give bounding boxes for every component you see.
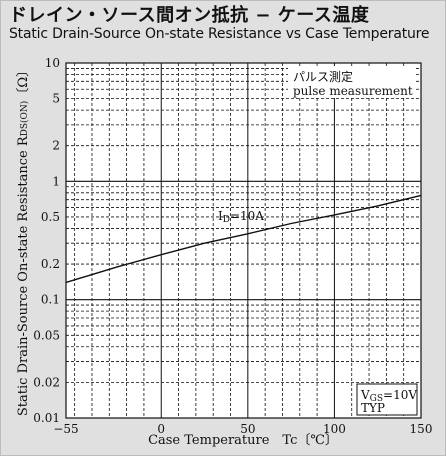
y-tick-label: 10 — [45, 56, 60, 70]
chart-title-jp: ドレイン・ソース間オン抵抗 − ケース温度 — [9, 5, 370, 26]
y-tick-label: 0.01 — [33, 411, 60, 425]
y-axis-title-symbol: R — [16, 135, 31, 146]
chart-title-en: Static Drain-Source On-state Resistance … — [9, 26, 430, 42]
pulse-note: パルス測定 pulse measurement — [288, 66, 414, 98]
plot-area — [66, 63, 421, 418]
x-tick-label: 150 — [410, 422, 433, 436]
pulse-note-jp: パルス測定 — [293, 69, 353, 84]
pulse-note-box — [288, 66, 414, 98]
series-layer — [65, 194, 422, 284]
series-label-rest: =10A — [230, 209, 264, 223]
y-tick-label: 0.1 — [41, 293, 60, 307]
x-tick-label: 100 — [323, 422, 346, 436]
y-axis-title: Static Drain-Source On-state Resistance … — [16, 64, 31, 416]
y-axis-title-sub: DS(ON) — [19, 101, 30, 137]
condition-box-frame — [356, 383, 418, 416]
series-label-sub: D — [223, 215, 230, 225]
vgs-sub: GS — [370, 394, 383, 404]
y-tick-label: 0.05 — [33, 328, 60, 342]
pulse-note-en: pulse measurement — [293, 84, 413, 98]
y-tick-label: 2 — [52, 139, 60, 153]
series-label-id: ID=10A — [218, 209, 264, 225]
vgs-label: VGS=10V — [360, 388, 417, 404]
condition-box: VGS=10V TYP — [356, 383, 418, 416]
y-tick-label: 5 — [52, 92, 60, 106]
x-tick-label: 0 — [157, 422, 165, 436]
y-tick-label: 0.02 — [33, 375, 60, 389]
typ-label: TYP — [361, 401, 385, 415]
y-tick-label: 0.2 — [41, 257, 60, 271]
grid — [66, 63, 421, 418]
x-tick-label: 50 — [240, 422, 255, 436]
x-axis-title: Case Temperature Tc〔℃〕 — [148, 433, 338, 448]
series-label-main: I — [218, 209, 223, 223]
vgs-main: V — [360, 388, 370, 402]
series-line-0 — [65, 194, 422, 284]
x-tick-label: −55 — [53, 422, 78, 436]
y-axis-title-main: Static Drain-Source On-state Resistance — [16, 150, 31, 416]
y-tick-label: 0.5 — [41, 210, 60, 224]
y-tick-label: 1 — [52, 174, 60, 188]
y-axis-title-unit: 〔Ω〕 — [16, 64, 31, 101]
vgs-rest: =10V — [383, 388, 417, 402]
tick-labels: 0.01 0.02 0.05 0.1 0.2 0.5 1 2 5 10 −55 0 50 100 150 — [33, 56, 432, 436]
plot-border — [65, 62, 422, 419]
